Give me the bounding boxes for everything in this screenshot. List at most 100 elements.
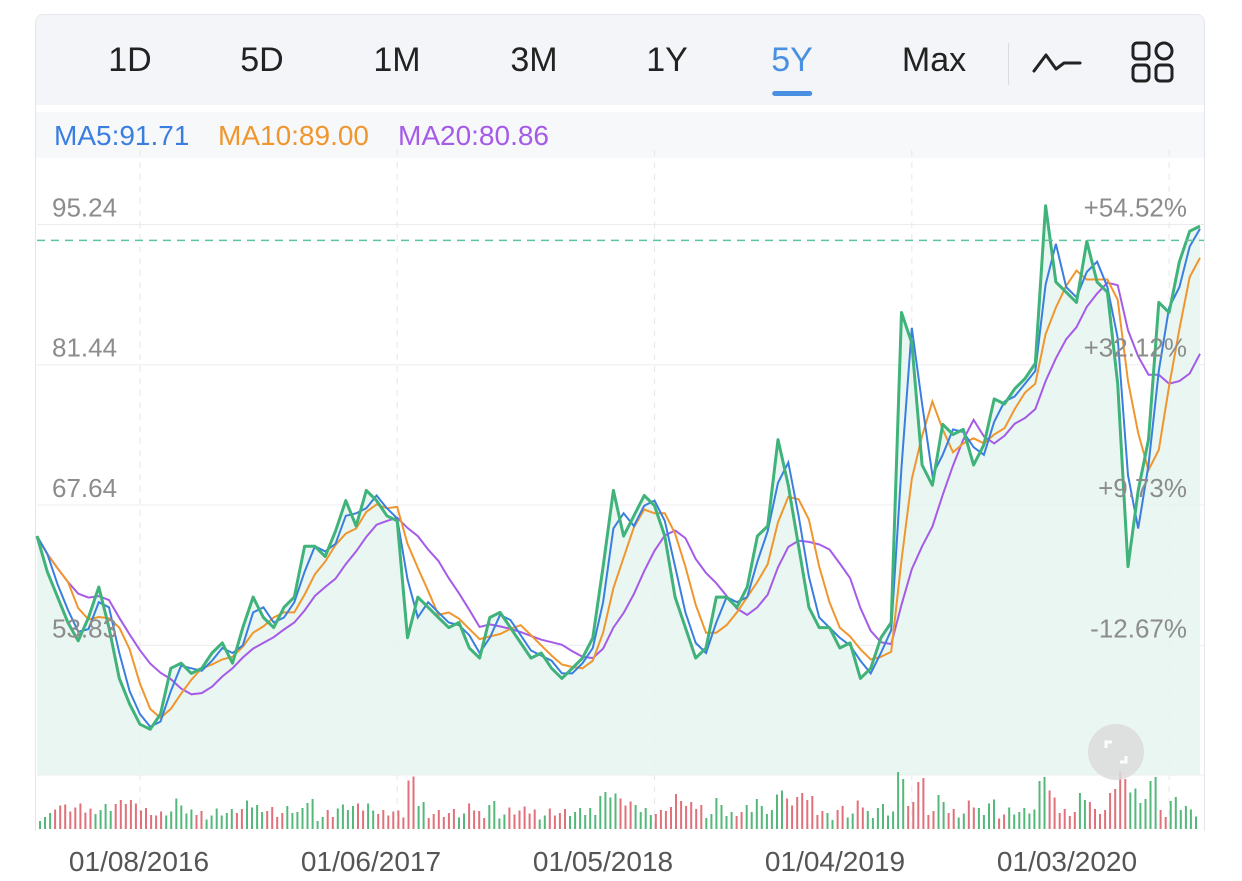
volume-bar [725, 816, 728, 829]
volume-bar [917, 782, 920, 829]
y-tick-label: 67.64 [52, 473, 117, 503]
volume-bar [584, 815, 587, 829]
tab-1d[interactable]: 1D [108, 41, 152, 79]
timeframe-bar: 1D 5D 1M 3M 1Y 5Y Max [36, 15, 1204, 105]
volume-bar [1164, 817, 1167, 829]
volume-bar [962, 813, 965, 829]
ma10-label: MA10:89.00 [218, 120, 369, 151]
expand-icon [1104, 740, 1128, 764]
volume-bar [967, 800, 970, 829]
volume-bar [675, 794, 677, 829]
volume-bar [1139, 803, 1142, 829]
volume-bar [1063, 809, 1066, 829]
volume-bar [972, 807, 975, 829]
volume-bar [831, 820, 834, 829]
tab-5d[interactable]: 5D [240, 41, 284, 79]
volume-bar [402, 817, 405, 829]
volume-bar [685, 806, 688, 829]
tab-3m[interactable]: 3M [510, 41, 558, 79]
volume-bar [700, 805, 703, 829]
tab-1m[interactable]: 1M [373, 41, 421, 79]
y-right-tick-label: +9.73% [1098, 473, 1187, 503]
volume-bar [664, 811, 667, 829]
volume-bar [745, 805, 748, 829]
volume-bar [1094, 809, 1096, 829]
volume-bar [977, 808, 980, 829]
volume-bar [306, 803, 309, 829]
volume-bar [649, 815, 652, 829]
y-tick-label: 53.83 [52, 613, 117, 643]
volume-bar [553, 815, 556, 829]
volume-bar [488, 805, 491, 829]
volume-bar [882, 804, 884, 829]
volume-bar [1114, 789, 1117, 829]
volume-bar [902, 779, 905, 829]
volume-bar [114, 804, 117, 829]
volume-bar [1184, 806, 1187, 829]
volume-bar [755, 799, 758, 829]
ma20-label: MA20:80.86 [398, 120, 549, 151]
tab-5y[interactable]: 5Y [771, 41, 813, 96]
volume-bar [614, 793, 617, 829]
volume-bar [1008, 807, 1011, 829]
volume-bar [644, 808, 647, 829]
volume-bar [321, 817, 324, 829]
volume-bar [558, 813, 561, 829]
volume-bar [750, 812, 753, 829]
volume-bar [331, 817, 334, 829]
volume-bar [770, 810, 773, 829]
volume-bar [730, 812, 733, 829]
volume-bar [715, 798, 718, 829]
volume-bar [357, 803, 359, 829]
volume-bar [251, 807, 253, 829]
volume-bar [1023, 808, 1026, 829]
tab-1y[interactable]: 1Y [646, 41, 688, 79]
volume-bar [1189, 809, 1192, 829]
x-tick-label: 01/08/2016 [68, 846, 210, 877]
tab-max[interactable]: Max [901, 41, 967, 79]
volume-bar [695, 809, 698, 829]
volume-bar [64, 804, 67, 829]
volume-bar [286, 806, 289, 829]
volume-bar [407, 780, 410, 829]
volume-bar [538, 819, 541, 829]
volume-bar [816, 815, 819, 829]
volume-bar [225, 813, 228, 829]
volume-bar [982, 815, 985, 829]
volume-bar [599, 796, 602, 829]
volume-bar [1109, 793, 1112, 829]
volume-bar [1053, 797, 1056, 829]
grid-layout-icon[interactable] [1129, 37, 1179, 87]
volume-bar [569, 816, 571, 829]
volume-bar [927, 815, 930, 829]
x-tick-label: 01/05/2018 [532, 846, 674, 877]
line-chart-icon[interactable] [1032, 37, 1082, 87]
volume-bar [341, 804, 344, 829]
volume-bar [801, 793, 804, 829]
volume-bar [463, 813, 465, 829]
volume-bar [104, 804, 107, 829]
volume-bar [634, 805, 637, 829]
volume-bar [473, 810, 476, 829]
volume-bar [957, 817, 960, 829]
volume-bar [94, 814, 97, 829]
volume-bar [392, 811, 395, 829]
volume-bar [165, 815, 168, 829]
volume-bar [367, 803, 370, 829]
volume-bar [190, 809, 193, 829]
volume-bar [690, 802, 693, 829]
volume-bar [39, 821, 41, 829]
volume-bar [1068, 816, 1071, 829]
fullscreen-button[interactable] [1088, 724, 1144, 780]
volume-bar [185, 813, 188, 829]
volume-bar [589, 808, 592, 829]
volume-bar [170, 811, 173, 829]
volume-bar [654, 814, 657, 829]
x-tick-label: 01/04/2019 [764, 846, 906, 877]
volume-bar [452, 809, 455, 829]
volume-bar [528, 813, 531, 829]
volume-bar [1129, 792, 1132, 829]
volume-bar [659, 810, 662, 829]
volume-bar [760, 806, 763, 829]
volume-bar [422, 802, 425, 829]
